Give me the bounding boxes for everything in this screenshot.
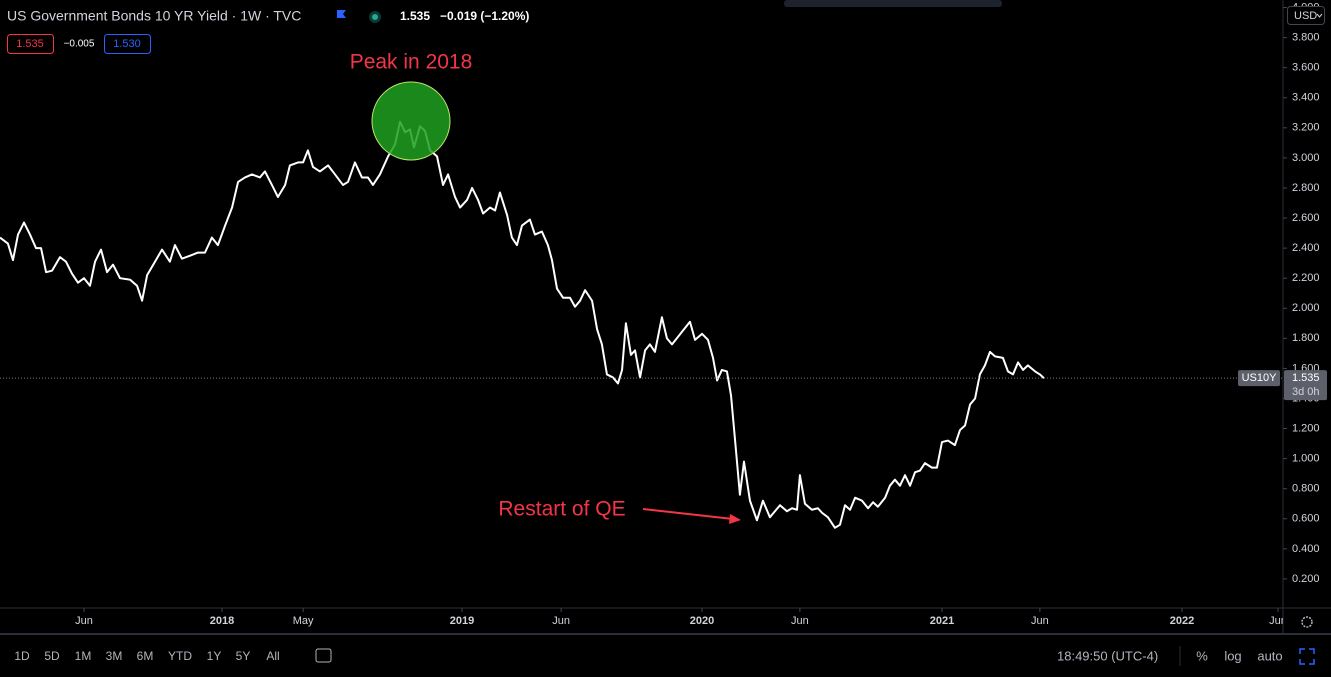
annotation-peak: Peak in 2018 [350, 51, 473, 74]
range-button[interactable]: 3M [106, 649, 123, 663]
price-line [0, 120, 1045, 529]
price-axis: 0.2000.4000.6000.8001.0001.2001.4001.600… [1283, 1, 1320, 585]
x-tick-label: May [293, 615, 314, 627]
y-tick-label: 0.400 [1292, 543, 1320, 555]
y-tick-label: 3.400 [1292, 92, 1320, 104]
x-tick-label: 2022 [1170, 615, 1194, 627]
countdown-label: 3d 0h [1292, 386, 1320, 398]
bottom-toolbar: 1D 5D 1M 3M 6M YTD 1Y 5Y All [14, 649, 279, 663]
x-tick-label: Jun [791, 615, 809, 627]
range-button[interactable]: 1D [14, 649, 30, 663]
range-button[interactable]: 5D [44, 649, 60, 663]
x-tick-label: Jun [552, 615, 570, 627]
y-tick-label: 3.200 [1292, 122, 1320, 134]
percent-toggle[interactable]: % [1196, 648, 1208, 663]
flag-icon[interactable] [337, 10, 346, 18]
spread: −0.005 [64, 39, 95, 50]
currency-label: USD [1294, 10, 1317, 22]
last-price: 1.535 [400, 9, 430, 23]
x-tick-label: Jun [1269, 615, 1287, 627]
clock[interactable]: 18:49:50 (UTC-4) [1057, 648, 1158, 663]
series-tag-label: US10Y [1242, 372, 1278, 384]
range-button[interactable]: 6M [137, 649, 154, 663]
price-label: 1.535 [1292, 372, 1320, 384]
date-range-icon[interactable] [315, 648, 332, 663]
chevron-icon [1316, 13, 1323, 18]
price-change: −0.019 (−1.20%) [440, 9, 529, 23]
buy-price: 1.530 [113, 38, 141, 50]
y-tick-label: 3.000 [1292, 152, 1320, 164]
floating-toolbar [784, 0, 1002, 7]
settings-icon[interactable] [1301, 616, 1313, 628]
log-toggle[interactable]: log [1224, 648, 1241, 663]
y-tick-label: 1.200 [1292, 422, 1320, 434]
buy-badge[interactable] [104, 34, 151, 54]
range-button[interactable]: YTD [168, 649, 192, 663]
range-button[interactable]: All [266, 649, 279, 663]
peak-highlight [371, 81, 451, 161]
y-tick-label: 1.000 [1292, 453, 1320, 465]
price-label-box [1284, 370, 1327, 401]
chart-title: US Government Bonds 10 YR Yield · 1W · T… [7, 8, 301, 24]
time-axis: Jun 2018 May 2019 Jun 2020 Jun 2021 Jun 2022 Jun [75, 608, 1287, 627]
status-dot [372, 14, 378, 20]
auto-toggle[interactable]: auto [1257, 648, 1282, 663]
y-tick-label: 0.800 [1292, 483, 1320, 495]
sell-price: 1.535 [16, 38, 44, 50]
annotation-arrow [642, 508, 734, 520]
x-tick-label: Jun [1031, 615, 1049, 627]
range-button[interactable]: 1Y [207, 649, 222, 663]
x-tick-label: 2019 [450, 615, 474, 627]
y-tick-label: 2.000 [1292, 302, 1320, 314]
y-tick-label: 2.800 [1292, 182, 1320, 194]
x-tick-label: 2018 [210, 615, 234, 627]
y-tick-label: 0.600 [1292, 513, 1320, 525]
range-button[interactable]: 1M [75, 649, 92, 663]
plot-area [0, 120, 1283, 529]
annotation-arrowhead [729, 514, 741, 524]
sell-badge[interactable] [7, 34, 54, 54]
y-tick-label: 2.200 [1292, 272, 1320, 284]
range-button[interactable]: 5Y [236, 649, 251, 663]
y-tick-label: 3.600 [1292, 62, 1320, 74]
currency-button[interactable] [1287, 6, 1325, 25]
y-tick-label: 0.200 [1292, 573, 1320, 585]
x-tick-label: Jun [75, 615, 93, 627]
series-tag [1238, 370, 1280, 387]
annotation-qe: Restart of QE [498, 498, 625, 521]
y-tick-label: 3.800 [1292, 31, 1320, 43]
x-tick-label: 2021 [930, 615, 954, 627]
y-tick-label: 1.800 [1292, 332, 1320, 344]
y-tick-label: 2.600 [1292, 212, 1320, 224]
y-tick-label: 2.400 [1292, 242, 1320, 254]
fullscreen-icon[interactable] [1299, 648, 1315, 665]
x-tick-label: 2020 [690, 615, 714, 627]
